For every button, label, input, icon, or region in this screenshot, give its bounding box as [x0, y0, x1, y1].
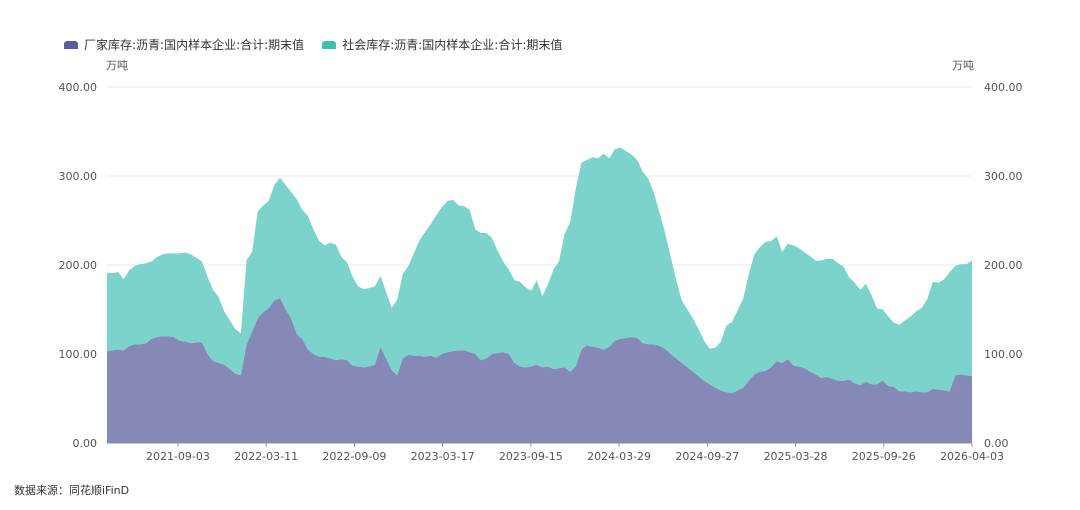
y-tick-label-left: 100.00: [59, 348, 98, 361]
y-tick-label-right: 200.00: [984, 259, 1023, 272]
legend-item-social-inventory[interactable]: 社会库存:沥青:国内样本企业:合计:期末值: [322, 36, 562, 53]
legend: 厂家库存:沥青:国内样本企业:合计:期末值 社会库存:沥青:国内样本企业:合计:…: [64, 36, 562, 53]
y-tick-label-right: 0.00: [984, 437, 1009, 450]
x-tick-label: 2025-09-26: [852, 450, 916, 463]
x-tick-label: 2024-09-27: [675, 450, 739, 463]
legend-swatch-factory: [64, 40, 78, 49]
y-tick-label-right: 300.00: [984, 170, 1023, 183]
x-tick-label: 2024-03-29: [587, 450, 651, 463]
y-tick-label-left: 300.00: [59, 170, 98, 183]
series-area-social-inventory: [107, 147, 972, 394]
legend-label-social: 社会库存:沥青:国内样本企业:合计:期末值: [342, 38, 563, 52]
x-tick-label: 2025-03-28: [764, 450, 828, 463]
x-tick-label: 2022-03-11: [234, 450, 298, 463]
y-tick-label-right: 100.00: [984, 348, 1023, 361]
x-tick-label: 2023-09-15: [499, 450, 563, 463]
y-tick-label-left: 200.00: [59, 259, 98, 272]
x-tick-label: 2021-09-03: [146, 450, 210, 463]
left-axis-unit: 万吨: [106, 59, 128, 72]
axes: 0.00 0.00 100.00 100.00 200.00 200.00 300.00 30…: [59, 81, 1023, 463]
y-tick-label-left: 400.00: [59, 81, 98, 94]
data-source-note: 数据来源：同花顺iFinD: [14, 484, 130, 497]
legend-item-factory-inventory[interactable]: 厂家库存:沥青:国内样本企业:合计:期末值: [64, 36, 304, 53]
x-tick-label: 2022-09-09: [322, 450, 386, 463]
legend-label-factory: 厂家库存:沥青:国内样本企业:合计:期末值: [84, 38, 305, 52]
x-tick-label: 2023-03-17: [411, 450, 475, 463]
series-area-factory-inventory: [107, 297, 972, 443]
y-tick-label-right: 400.00: [984, 81, 1023, 94]
right-axis-unit: 万吨: [952, 59, 974, 72]
legend-swatch-social: [322, 40, 337, 49]
area-series: [107, 147, 972, 443]
x-tick-label: 2026-04-03: [940, 450, 1004, 463]
y-tick-label-left: 0.00: [73, 437, 98, 450]
